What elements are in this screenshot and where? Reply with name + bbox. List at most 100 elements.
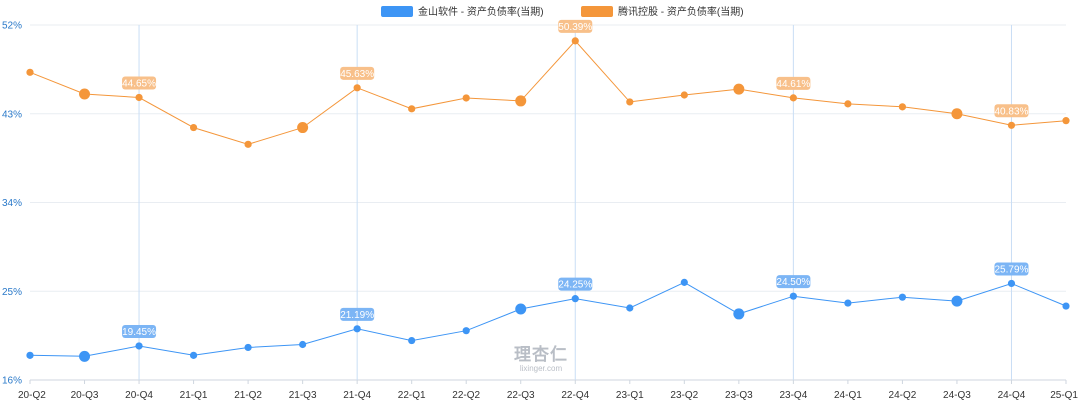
data-point[interactable] <box>571 295 579 303</box>
x-tick-label: 21-Q4 <box>343 390 371 401</box>
x-tick-label: 23-Q1 <box>616 390 644 401</box>
data-point[interactable] <box>898 103 907 111</box>
y-axis: 16% 25% 34% 43% 52% <box>2 21 22 387</box>
data-point[interactable] <box>1007 121 1016 129</box>
data-label-bg <box>340 66 375 80</box>
x-tick-label: 22-Q4 <box>561 390 589 401</box>
x-tick-label: 21-Q3 <box>289 390 317 401</box>
data-point[interactable] <box>1062 302 1070 310</box>
data-label-bg <box>776 275 811 289</box>
data-point[interactable] <box>898 293 907 301</box>
data-point[interactable] <box>1062 117 1070 125</box>
data-label-bg <box>122 76 157 90</box>
data-point[interactable] <box>79 88 91 100</box>
data-point[interactable] <box>1007 279 1016 288</box>
data-point[interactable] <box>408 105 416 113</box>
x-tick-label: 20-Q4 <box>125 390 153 401</box>
x-tick-label: 24-Q2 <box>889 390 917 401</box>
x-tick-label: 25-Q1 <box>1050 390 1078 401</box>
data-point[interactable] <box>26 68 34 76</box>
legend-label[interactable]: 腾讯控股 - 资产负债率(当期) <box>618 5 744 18</box>
data-point[interactable] <box>353 84 361 92</box>
data-point[interactable] <box>462 327 470 335</box>
y-tick-label: 43% <box>2 109 22 120</box>
x-axis: 20-Q2 20-Q3 20-Q4 21-Q1 21-Q2 21-Q3 21-Q4 22-Q1… <box>18 380 1078 401</box>
data-labels: 19.45% 21.19% 24.25% 24.50% 25.79% 44.65% 45.6… <box>122 19 1029 338</box>
legend-label[interactable]: 金山软件 - 资产负债率(当期) <box>418 5 544 18</box>
data-point[interactable] <box>189 123 198 132</box>
data-point[interactable] <box>26 351 34 359</box>
series-line <box>29 40 1067 145</box>
data-point[interactable] <box>680 91 688 99</box>
data-point[interactable] <box>733 308 745 320</box>
data-point[interactable] <box>680 278 688 286</box>
data-label-bg <box>122 324 157 338</box>
data-point[interactable] <box>626 98 634 106</box>
data-point[interactable] <box>951 108 963 120</box>
data-point[interactable] <box>135 93 143 102</box>
data-label: 24.50% <box>776 277 810 288</box>
data-label: 45.63% <box>340 69 374 80</box>
x-tick-label: 20-Q2 <box>18 390 46 401</box>
data-label-bg <box>340 307 375 321</box>
x-tick-label: 23-Q2 <box>670 390 698 401</box>
data-label: 25.79% <box>995 264 1029 275</box>
watermark: 理杏仁 lixinger.com <box>514 344 568 373</box>
data-point[interactable] <box>626 304 634 312</box>
data-point[interactable] <box>135 342 143 350</box>
x-tick-label: 21-Q1 <box>180 390 208 401</box>
data-point[interactable] <box>733 83 745 95</box>
y-tick-label: 25% <box>2 287 22 298</box>
data-point[interactable] <box>844 100 852 108</box>
data-label-bg <box>558 277 593 291</box>
data-point[interactable] <box>297 122 309 134</box>
data-label: 44.61% <box>776 79 810 90</box>
data-label-bg <box>994 104 1029 118</box>
data-point[interactable] <box>299 340 307 349</box>
data-point[interactable] <box>462 94 470 102</box>
legend[interactable]: 金山软件 - 资产负债率(当期) 腾讯控股 - 资产负债率(当期) <box>381 5 744 18</box>
series-line-group <box>26 278 1070 362</box>
watermark-site: lixinger.com <box>520 364 563 373</box>
x-tick-label: 24-Q3 <box>943 390 971 401</box>
y-tick-label: 16% <box>2 376 22 387</box>
legend-swatch <box>381 6 413 17</box>
grid <box>30 24 1066 381</box>
data-point[interactable] <box>408 336 416 345</box>
data-label: 21.19% <box>340 310 374 321</box>
data-point[interactable] <box>79 350 91 362</box>
x-tick-label: 24-Q4 <box>998 390 1026 401</box>
data-point[interactable] <box>789 292 797 300</box>
data-label: 50.39% <box>558 22 592 33</box>
x-tick-label: 22-Q1 <box>398 390 426 401</box>
data-label: 24.25% <box>558 280 592 291</box>
data-point[interactable] <box>515 95 527 107</box>
data-label: 44.65% <box>122 78 156 89</box>
data-point[interactable] <box>515 303 527 315</box>
data-label-bg <box>994 262 1029 276</box>
y-tick-label: 52% <box>2 21 22 32</box>
data-label-bg <box>776 76 811 90</box>
series-group <box>26 37 1070 362</box>
x-tick-label: 23-Q4 <box>779 390 807 401</box>
x-tick-label: 21-Q2 <box>234 390 262 401</box>
data-point[interactable] <box>844 299 852 307</box>
data-label: 40.83% <box>995 106 1029 117</box>
series-line-group <box>26 37 1070 148</box>
data-point[interactable] <box>189 351 198 359</box>
data-point[interactable] <box>951 295 963 307</box>
x-tick-label: 24-Q1 <box>834 390 862 401</box>
data-point[interactable] <box>789 94 797 102</box>
data-point[interactable] <box>353 325 361 333</box>
legend-swatch <box>581 6 613 17</box>
watermark-logo: 理杏仁 <box>514 344 568 364</box>
series-line <box>29 281 1067 357</box>
data-point[interactable] <box>571 37 579 45</box>
data-point[interactable] <box>244 140 252 148</box>
x-tick-label: 23-Q3 <box>725 390 753 401</box>
x-tick-label: 22-Q2 <box>452 390 480 401</box>
data-point[interactable] <box>244 343 252 352</box>
x-tick-label: 22-Q3 <box>507 390 535 401</box>
data-label-bg <box>558 19 593 33</box>
